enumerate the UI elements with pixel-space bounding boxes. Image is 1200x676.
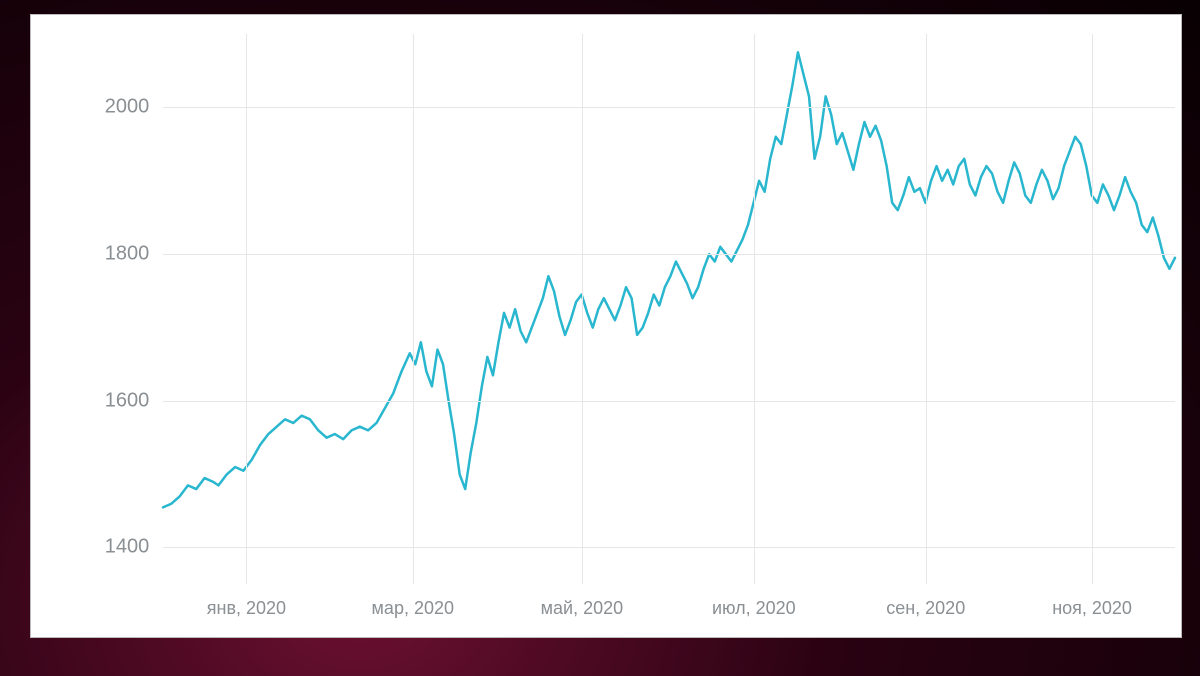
x-axis-label: ноя, 2020: [1052, 598, 1132, 619]
x-axis-label: мар, 2020: [372, 598, 454, 619]
y-axis-label: 1800: [105, 242, 150, 265]
y-gridline: [163, 401, 1175, 402]
x-gridline: [582, 34, 583, 584]
y-gridline: [163, 254, 1175, 255]
plot-area: 1400160018002000янв, 2020мар, 2020май, 2…: [163, 34, 1175, 584]
x-gridline: [926, 34, 927, 584]
y-axis-label: 1400: [105, 536, 150, 559]
x-axis-label: май, 2020: [541, 598, 624, 619]
price-line: [163, 34, 1175, 584]
x-gridline: [1092, 34, 1093, 584]
x-gridline: [413, 34, 414, 584]
x-axis-label: янв, 2020: [207, 598, 286, 619]
y-axis-label: 2000: [105, 96, 150, 119]
y-gridline: [163, 547, 1175, 548]
frame-background: 1400 1600 1800 2000 янв, 2020 мар, 2020 май, 2…: [0, 0, 1200, 676]
x-gridline: [246, 34, 247, 584]
chart-panel: 1400 1600 1800 2000 янв, 2020 мар, 2020 май, 2…: [30, 14, 1182, 638]
y-gridline: [163, 107, 1175, 108]
y-axis-label: 1600: [105, 389, 150, 412]
x-gridline: [754, 34, 755, 584]
x-axis-label: сен, 2020: [886, 598, 965, 619]
x-axis-label: июл, 2020: [712, 598, 796, 619]
